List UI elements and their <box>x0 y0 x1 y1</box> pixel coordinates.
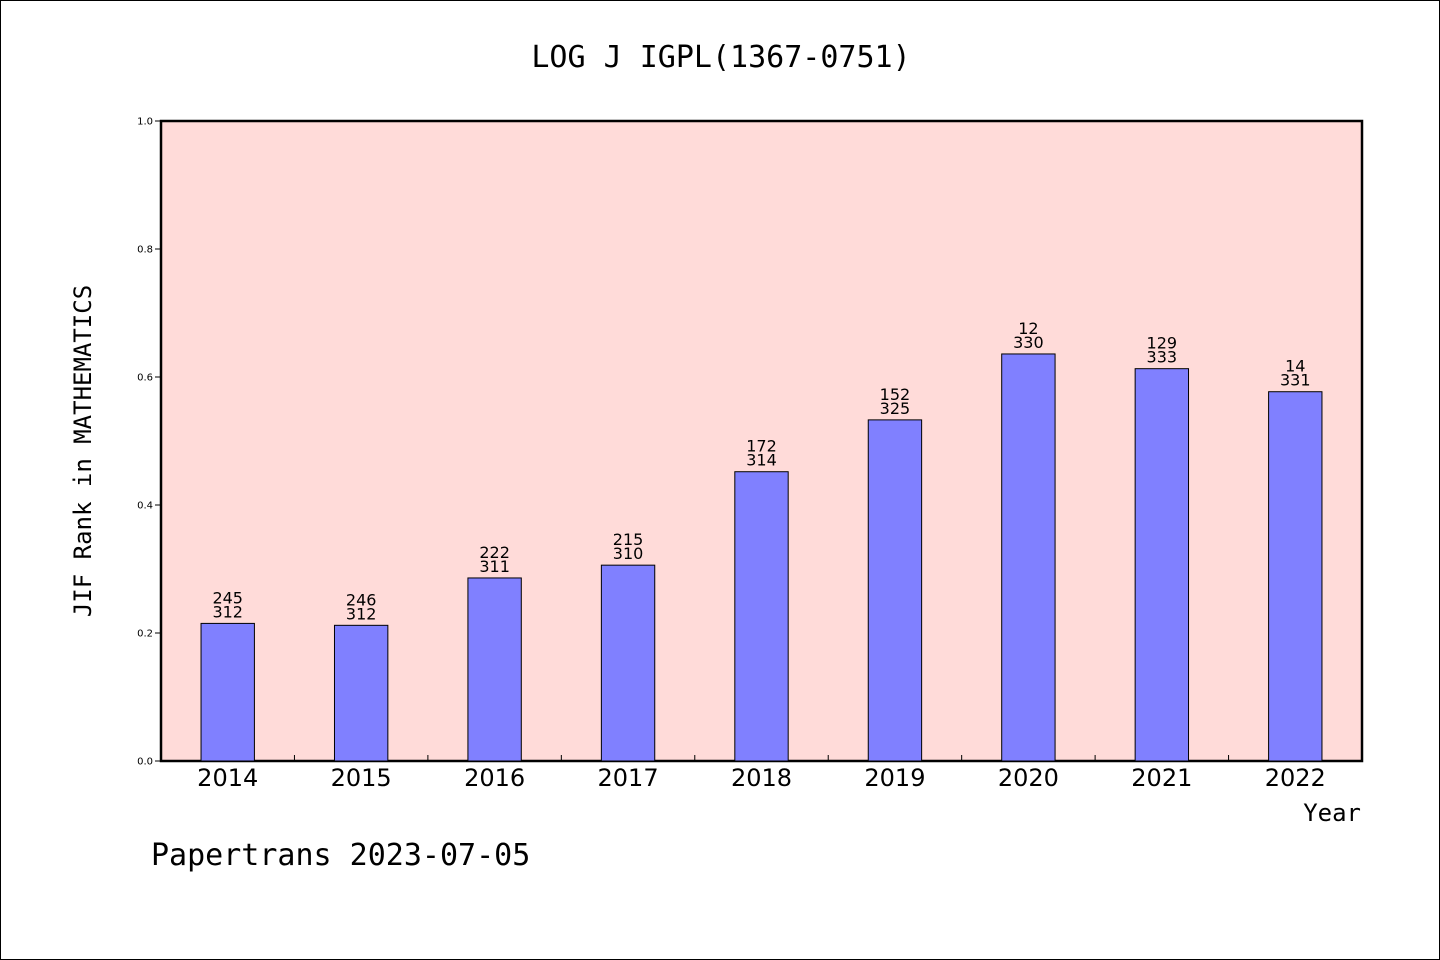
x-tick-label: 2016 <box>464 764 525 792</box>
data-label-rank: 129 <box>1147 334 1178 353</box>
y-tick-label: 0.0 <box>137 757 153 768</box>
data-label-total: 312 <box>212 602 243 621</box>
axis-ticks: 0.0 0.2 0.4 0.6 0.8 1.0 2014 2015 2016 2017 2018 20… <box>137 117 1326 793</box>
data-label-rank: 246 <box>346 590 377 609</box>
footer-credit: Papertrans 2023-07-05 <box>151 838 530 873</box>
x-tick-label: 2022 <box>1265 764 1326 792</box>
x-tick-label: 2020 <box>998 764 1059 792</box>
data-label-total: 310 <box>613 544 644 563</box>
data-label-total: 312 <box>346 604 377 623</box>
data-label-rank: 14 <box>1285 357 1305 376</box>
x-tick-label: 2021 <box>1131 764 1192 792</box>
data-labels: 2453122463122223112153101723141523251233… <box>212 319 1310 623</box>
data-label-rank: 222 <box>479 543 510 562</box>
y-tick-label: 0.6 <box>137 373 153 384</box>
y-tick-label: 0.2 <box>137 629 153 640</box>
bar-2019 <box>867 419 923 762</box>
bar-2014 <box>200 622 255 762</box>
data-label-rank: 215 <box>613 530 644 549</box>
x-tick-label: 2019 <box>864 764 925 792</box>
bar-2021 <box>1134 368 1190 762</box>
data-label-rank: 152 <box>880 385 911 404</box>
bar-2015 <box>333 624 389 762</box>
data-label-total: 331 <box>1280 371 1311 390</box>
bars <box>200 353 1323 762</box>
bar-2016 <box>467 577 522 762</box>
y-tick-label: 1.0 <box>137 117 153 128</box>
bar-2020 <box>1001 353 1056 762</box>
y-tick-label: 0.4 <box>137 501 153 512</box>
data-label-total: 311 <box>479 557 510 576</box>
data-label-total: 325 <box>880 399 911 418</box>
data-label-rank: 245 <box>212 588 243 607</box>
data-label-rank: 172 <box>746 437 777 456</box>
data-label-total: 333 <box>1147 348 1178 367</box>
x-tick-label: 2018 <box>731 764 792 792</box>
bar-2017 <box>600 564 656 762</box>
data-label-total: 330 <box>1013 333 1044 352</box>
y-axis-label: JIF Rank in MATHEMATICS <box>69 285 97 617</box>
chart-title: LOG J IGPL(1367-0751) <box>531 40 910 75</box>
x-tick-label: 2017 <box>598 764 659 792</box>
bar-2022 <box>1268 391 1323 762</box>
bar-2018 <box>734 471 789 762</box>
data-label-total: 314 <box>746 451 777 470</box>
x-tick-label: 2015 <box>331 764 392 792</box>
y-tick-label: 0.8 <box>137 245 153 256</box>
x-axis-label: Year <box>1303 799 1361 827</box>
data-label-rank: 12 <box>1018 319 1038 338</box>
x-tick-label: 2014 <box>197 764 258 792</box>
